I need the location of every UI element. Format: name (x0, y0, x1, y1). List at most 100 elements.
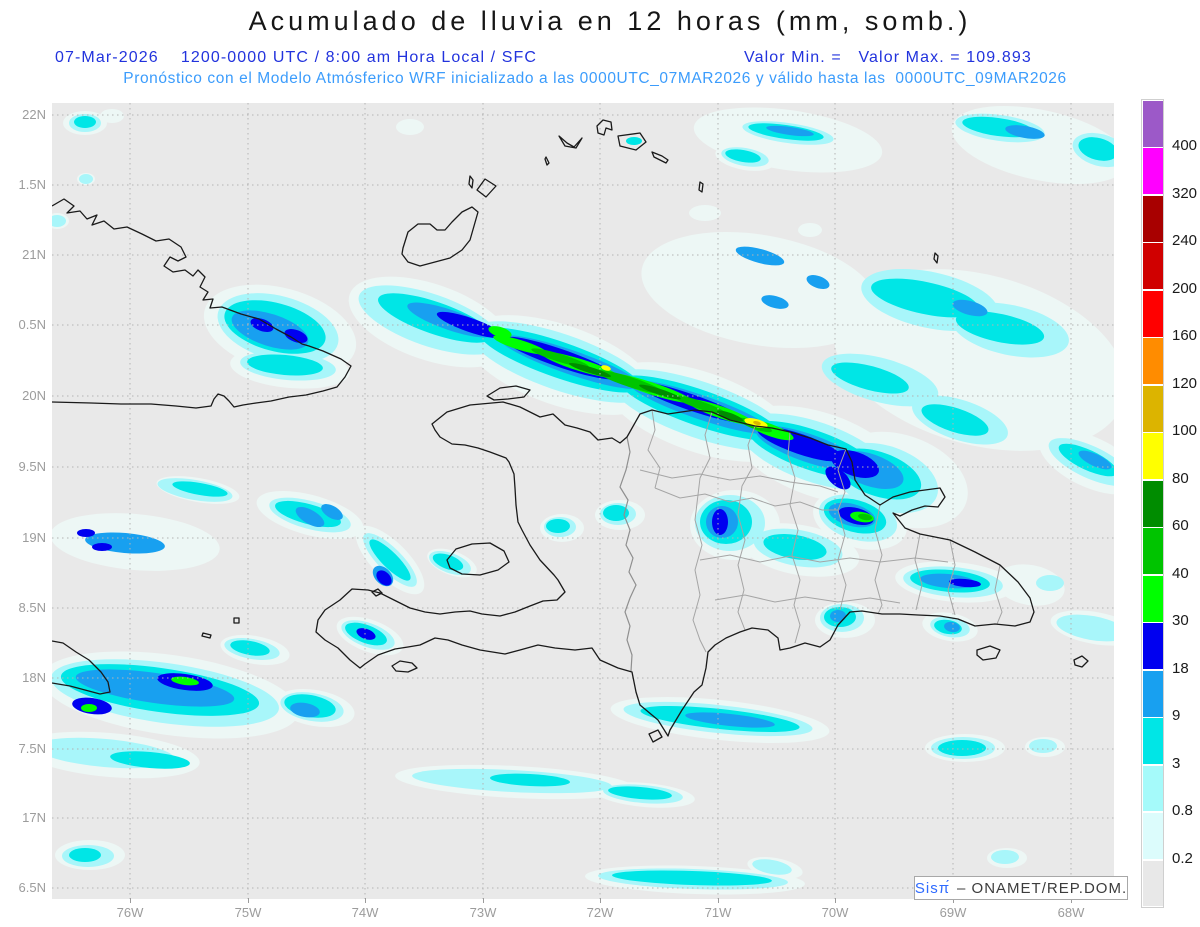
colorbar-label: 0.2 (1172, 849, 1193, 867)
coastline (648, 729, 663, 743)
colorbar-block (1143, 860, 1163, 907)
lon-label: 75W (234, 905, 262, 920)
province-boundary (994, 564, 1003, 625)
colorbar-block (1143, 480, 1163, 527)
lon-tick (835, 898, 836, 903)
coastline (1073, 655, 1089, 668)
coastline (371, 588, 383, 597)
lon-tick (130, 898, 131, 903)
coastline (52, 198, 352, 409)
province-boundary (692, 477, 707, 653)
colorbar-block (1143, 243, 1163, 290)
province-boundary (741, 425, 756, 487)
lat-label: 7.5N (18, 741, 46, 756)
lon-tick (953, 898, 954, 903)
colorbar-label: 18 (1172, 659, 1189, 677)
page-title: Acumulado de lluvia en 12 horas (mm, som… (248, 6, 972, 36)
lat-label: 20N (22, 388, 46, 403)
colorbar-block (1143, 765, 1163, 812)
province-boundary (947, 539, 956, 616)
province-boundary (737, 485, 746, 631)
rain-layer (753, 420, 761, 426)
coastline (651, 151, 669, 164)
coastline (698, 181, 704, 193)
coastline (617, 132, 647, 151)
lat-label: 6.5N (18, 880, 46, 895)
coastline (446, 542, 510, 576)
lat-label: 8.5N (18, 600, 46, 615)
lon-label: 76W (116, 905, 144, 920)
coastline (476, 178, 497, 198)
colorbar-block (1143, 290, 1163, 337)
colorbar-label: 240 (1172, 232, 1198, 250)
coastline (401, 206, 479, 267)
colorbar-block (1143, 195, 1163, 242)
colorbar-block (1143, 338, 1163, 385)
colorbar-label: 120 (1172, 374, 1198, 392)
lon-tick (248, 898, 249, 903)
colorbar-block (1143, 433, 1163, 480)
colorbar-block (1143, 575, 1163, 622)
coastlines (52, 119, 1089, 743)
lat-label: 1.5N (18, 177, 46, 192)
province-boundary (699, 411, 713, 479)
colorbar-block (1143, 718, 1163, 764)
colorbar-label: 40 (1172, 564, 1189, 582)
lon-label: 72W (586, 905, 614, 920)
colorbar-label: 200 (1172, 279, 1198, 297)
haiti-dr-border (619, 436, 637, 672)
coastline (201, 632, 212, 639)
colorbar-block (1143, 148, 1163, 195)
colorbar-block (1143, 101, 1163, 147)
coastline (933, 252, 939, 264)
branding-text: – ONAMET/REP.DOM. (957, 879, 1128, 897)
colorbar-label: 400 (1172, 137, 1198, 155)
colorbar-label: 30 (1172, 612, 1189, 630)
coastline (468, 175, 474, 189)
coastline (233, 617, 240, 624)
lon-tick (1071, 898, 1072, 903)
lon-label: 69W (939, 905, 967, 920)
colorbar-label: 80 (1172, 469, 1189, 487)
lon-label: 74W (351, 905, 379, 920)
lon-tick (365, 898, 366, 903)
colorbar-block (1143, 670, 1163, 717)
colorbar-label: 9 (1172, 707, 1181, 725)
lon-label: 71W (704, 905, 732, 920)
lon-label: 70W (821, 905, 849, 920)
rain-layer (568, 362, 744, 422)
province-boundary (639, 469, 839, 493)
coastline (486, 385, 531, 401)
province-boundary (699, 554, 949, 563)
colorbar-block (1143, 623, 1163, 670)
coastline (544, 156, 550, 166)
lat-label: 19N (22, 530, 46, 545)
model-info-label: Pronóstico con el Modelo Atmósferico WRF… (123, 70, 1067, 87)
coastline (596, 119, 613, 136)
lon-tick (718, 898, 719, 903)
lat-label: 17N (22, 810, 46, 825)
lon-tick (600, 898, 601, 903)
province-boundary (914, 533, 923, 611)
colorbar-label: 320 (1172, 184, 1198, 202)
coastline (976, 645, 1001, 661)
sispi-logo: Sisπ́ (914, 879, 951, 897)
lon-label: 68W (1057, 905, 1085, 920)
coastline (558, 135, 583, 149)
colorbar-label: 0.8 (1172, 802, 1193, 820)
colorbar (1141, 99, 1164, 908)
province-boundary (654, 487, 838, 511)
lon-label: 73W (469, 905, 497, 920)
lat-label: 21N (22, 247, 46, 262)
colorbar-label: 160 (1172, 327, 1198, 345)
min-max-label: Valor Min. = Valor Max. = 109.893 (744, 49, 1032, 66)
colorbar-label: 100 (1172, 422, 1198, 440)
lat-label: 9.5N (18, 459, 46, 474)
valid-time-label: 07-Mar-2026 1200-0000 UTC / 8:00 am Hora… (55, 49, 538, 66)
coastline (315, 401, 1035, 737)
province-boundary (714, 594, 901, 604)
province-boundary (789, 477, 801, 644)
lat-label: 0.5N (18, 317, 46, 332)
